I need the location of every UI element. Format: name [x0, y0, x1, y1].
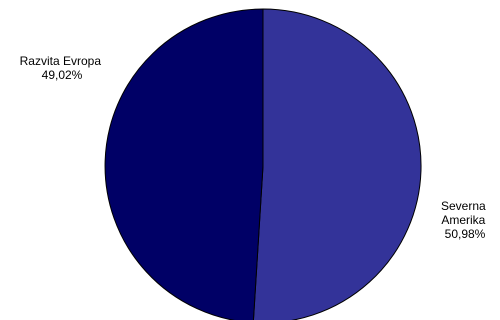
slice-label-severna-amerika: Severna Amerika 50,98%: [441, 199, 489, 241]
slice-label-line: Amerika: [441, 213, 485, 227]
slice-label-razvita-evropa: Razvita Evropa 49,02%: [20, 54, 105, 82]
slice-label-line: Razvita Evropa: [20, 54, 102, 68]
pie-slice-0: [252, 8, 422, 320]
pie-slices: [104, 8, 422, 320]
pie-slice-1: [104, 8, 264, 320]
slice-label-line: Severna: [441, 199, 486, 213]
slice-value-label: 50,98%: [445, 227, 486, 241]
slice-value-label: 49,02%: [42, 68, 83, 82]
